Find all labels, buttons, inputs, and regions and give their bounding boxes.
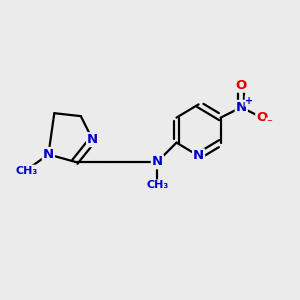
Text: N: N: [152, 155, 163, 168]
Text: ⁻: ⁻: [266, 118, 272, 128]
Text: N: N: [236, 101, 247, 114]
Text: +: +: [245, 96, 253, 106]
Text: CH₃: CH₃: [15, 166, 38, 176]
Text: N: N: [43, 148, 54, 161]
Text: O: O: [236, 79, 247, 92]
Text: N: N: [87, 133, 98, 146]
Text: O: O: [256, 111, 268, 124]
Text: N: N: [193, 149, 204, 162]
Text: CH₃: CH₃: [146, 180, 169, 190]
